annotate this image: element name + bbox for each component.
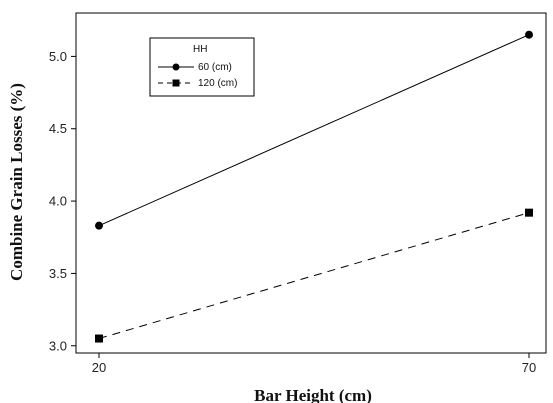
data-point-circle-1 — [525, 30, 533, 39]
data-point-circle-0 — [95, 221, 103, 230]
legend-marker-square — [172, 79, 180, 87]
y-tick-label: 4.0 — [49, 194, 67, 209]
legend-title: HH — [193, 44, 207, 55]
legend-marker-circle — [172, 63, 180, 71]
series-line-1 — [98, 212, 530, 340]
y-tick-label: 3.5 — [49, 266, 67, 281]
x-tick-label: 70 — [522, 360, 536, 375]
plot-frame — [75, 12, 547, 354]
y-tick-label: 3.0 — [49, 338, 67, 353]
y-tick-label: 5.0 — [49, 49, 67, 64]
data-point-square-0 — [95, 334, 103, 343]
x-axis-ticks: 20 70 — [92, 353, 536, 375]
legend-label-120: 120 (cm) — [198, 78, 237, 89]
legend-label-60: 60 (cm) — [198, 62, 232, 73]
series-line-0 — [98, 34, 530, 227]
data-point-square-1 — [525, 208, 533, 217]
y-axis-ticks: 3.0 3.5 4.0 4.5 5.0 — [49, 49, 76, 353]
legend: HH 60 (cm) 120 (cm) — [149, 37, 255, 97]
series-layer — [95, 30, 533, 343]
x-axis-title: Bar Height (cm) — [254, 386, 372, 403]
y-axis-title: Combine Grain Losses (%) — [7, 83, 26, 281]
y-tick-label: 4.5 — [49, 121, 67, 136]
x-tick-label: 20 — [92, 360, 106, 375]
